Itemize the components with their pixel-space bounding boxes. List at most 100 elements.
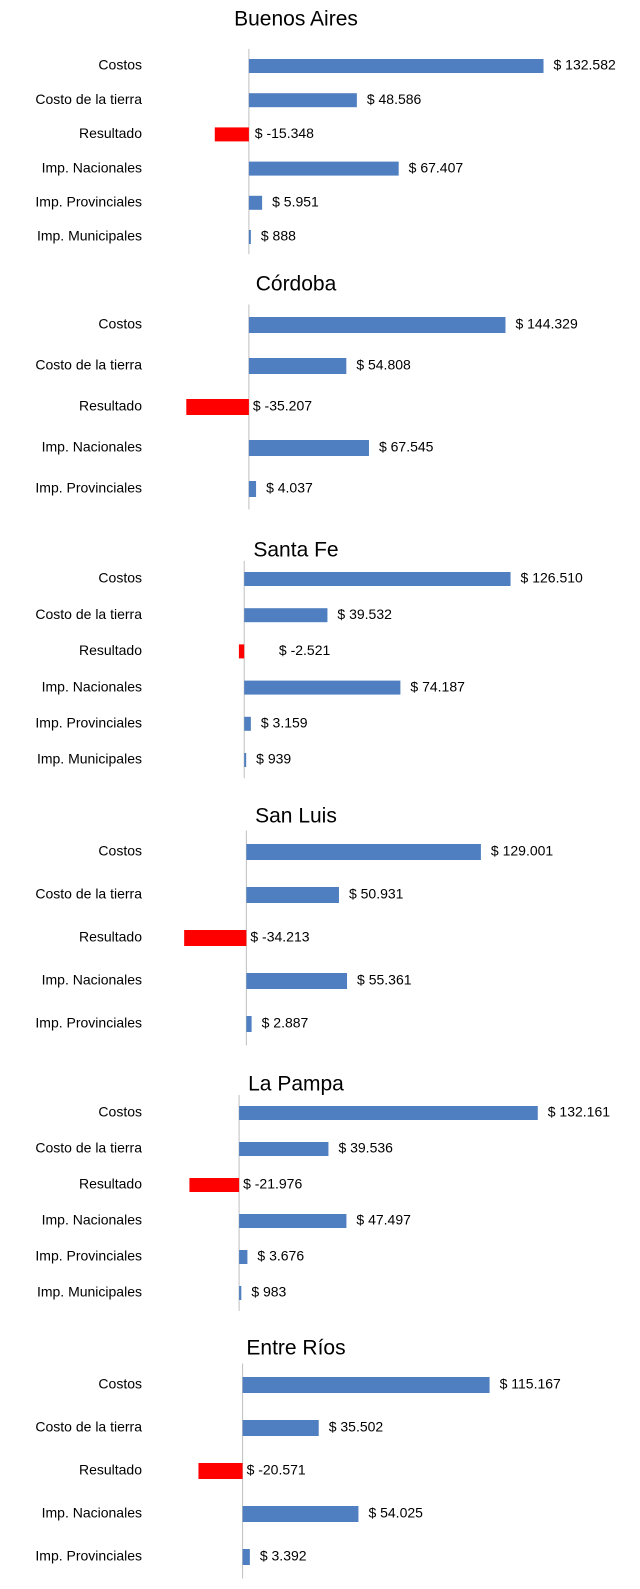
value-label: $ 4.037 <box>266 480 313 496</box>
category-label: Resultado <box>79 1462 142 1478</box>
chart-title: Córdoba <box>256 273 337 296</box>
value-label: $ 74.187 <box>410 678 465 694</box>
category-label: Imp. Nacionales <box>42 159 142 175</box>
bar <box>239 1250 248 1264</box>
category-label: Resultado <box>79 642 142 658</box>
value-label: $ 126.510 <box>521 570 583 586</box>
category-label: Costos <box>98 843 142 859</box>
bar <box>248 317 506 333</box>
category-label: Imp. Nacionales <box>42 1212 142 1228</box>
bar <box>244 680 401 695</box>
value-label: $ 132.582 <box>554 57 616 73</box>
category-label: Imp. Provinciales <box>35 1015 142 1031</box>
value-label: $ 939 <box>256 751 291 767</box>
category-label: Imp. Nacionales <box>42 439 142 455</box>
value-label: $ 35.502 <box>329 1419 384 1435</box>
value-label: $ -21.976 <box>243 1176 302 1192</box>
category-label: Imp. Provinciales <box>35 1248 142 1264</box>
bar <box>248 161 399 176</box>
category-label: Costo de la tierra <box>35 91 142 107</box>
category-label: Costo de la tierra <box>35 1419 142 1435</box>
category-label: Costo de la tierra <box>35 606 142 622</box>
value-label: $ 129.001 <box>491 843 553 859</box>
category-label: Resultado <box>79 1176 142 1192</box>
value-label: $ 39.536 <box>338 1140 393 1156</box>
category-label: Costos <box>98 1104 142 1120</box>
value-label: $ 132.161 <box>548 1104 610 1120</box>
value-label: $ 47.497 <box>356 1212 411 1228</box>
value-label: $ 48.586 <box>367 91 422 107</box>
bar <box>184 930 247 946</box>
category-label: Resultado <box>79 398 142 414</box>
category-label: Resultado <box>79 929 142 945</box>
value-label: $ -2.521 <box>279 642 331 658</box>
category-label: Costo de la tierra <box>35 1140 142 1156</box>
category-label: Imp. Provinciales <box>35 1548 142 1564</box>
bar <box>246 973 348 989</box>
category-label: Costo de la tierra <box>35 886 142 902</box>
value-label: $ -15.348 <box>255 125 314 141</box>
value-label: $ 39.532 <box>337 606 392 622</box>
category-label: Costos <box>98 1376 142 1392</box>
category-label: Imp. Nacionales <box>42 1505 142 1521</box>
chart-title: La Pampa <box>248 1073 344 1096</box>
category-label: Imp. Municipales <box>37 1284 142 1300</box>
category-label: Imp. Nacionales <box>42 972 142 988</box>
value-label: $ 2.887 <box>262 1015 309 1031</box>
category-label: Costos <box>98 570 142 586</box>
category-label: Imp. Provinciales <box>35 480 142 496</box>
value-label: $ 888 <box>261 228 296 244</box>
value-label: $ 50.931 <box>349 886 404 902</box>
bar <box>242 1549 250 1565</box>
bar <box>242 1377 490 1393</box>
bar <box>248 481 257 497</box>
bar <box>239 1106 538 1120</box>
bar <box>248 358 347 374</box>
value-label: $ 115.167 <box>500 1376 561 1392</box>
value-label: $ -35.207 <box>253 398 312 414</box>
chart-title: Buenos Aires <box>234 8 358 31</box>
bar <box>244 753 247 767</box>
bar <box>244 572 511 586</box>
category-label: Imp. Nacionales <box>42 678 142 694</box>
bar <box>248 440 369 456</box>
value-label: $ 3.159 <box>261 715 308 731</box>
bar <box>239 1286 242 1300</box>
bar <box>244 716 251 731</box>
bar <box>242 1420 319 1436</box>
bar <box>248 59 544 73</box>
bar <box>248 93 357 108</box>
bar <box>214 127 249 142</box>
chart-title: Entre Ríos <box>246 1337 345 1360</box>
value-label: $ 54.025 <box>368 1505 423 1521</box>
bar <box>239 1214 347 1228</box>
value-label: $ 3.392 <box>260 1548 307 1564</box>
bar <box>239 1142 329 1156</box>
category-label: Costos <box>98 57 142 73</box>
category-label: Resultado <box>79 125 142 141</box>
category-label: Imp. Provinciales <box>35 194 142 210</box>
bar <box>186 399 249 415</box>
bar <box>248 230 251 244</box>
bar <box>189 1178 240 1192</box>
category-label: Imp. Provinciales <box>35 715 142 731</box>
bar <box>248 195 263 210</box>
value-label: $ 67.407 <box>409 159 464 175</box>
category-label: Imp. Municipales <box>37 228 142 244</box>
bar <box>246 844 481 860</box>
category-label: Imp. Municipales <box>37 751 142 767</box>
value-label: $ 3.676 <box>257 1248 304 1264</box>
category-label: Costos <box>98 316 142 332</box>
chart-title: Santa Fe <box>253 539 338 562</box>
value-label: $ 144.329 <box>515 316 577 332</box>
value-label: $ 5.951 <box>272 194 319 210</box>
value-label: $ 67.545 <box>379 439 434 455</box>
bar <box>198 1463 243 1479</box>
chart-title: San Luis <box>255 805 337 828</box>
value-label: $ 55.361 <box>357 972 412 988</box>
value-label: $ 54.808 <box>356 357 411 373</box>
bar <box>244 608 328 623</box>
value-label: $ -20.571 <box>247 1462 306 1478</box>
bar <box>246 1016 252 1032</box>
